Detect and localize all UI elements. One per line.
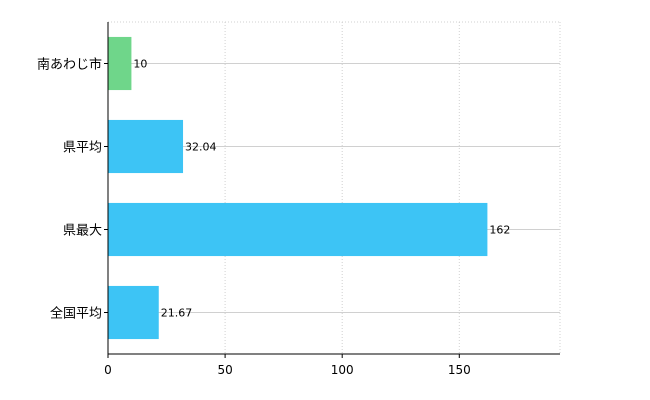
x-tick-label: 50 [217, 363, 232, 377]
axes [107, 22, 560, 355]
x-tick-label: 150 [448, 363, 471, 377]
bar [108, 202, 488, 257]
bars [108, 36, 488, 340]
labels: 0 50 100 150 南あわじ市 10 県平均 32.04 県最大 162 全国平均 21.67 [37, 57, 510, 378]
bar [108, 285, 159, 340]
x-tick-label: 0 [104, 363, 112, 377]
grid-lines [108, 21, 561, 354]
x-tick-label: 100 [331, 363, 354, 377]
category-label: 県最大 [63, 224, 102, 239]
bar [108, 36, 132, 91]
data-label: 32.04 [185, 141, 217, 154]
category-label: 南あわじ市 [37, 57, 102, 73]
data-label: 21.67 [161, 307, 193, 320]
bar [108, 119, 184, 174]
category-label: 県平均 [63, 141, 102, 156]
category-label: 全国平均 [50, 306, 102, 322]
data-label: 162 [489, 224, 510, 237]
data-label: 10 [133, 58, 147, 71]
